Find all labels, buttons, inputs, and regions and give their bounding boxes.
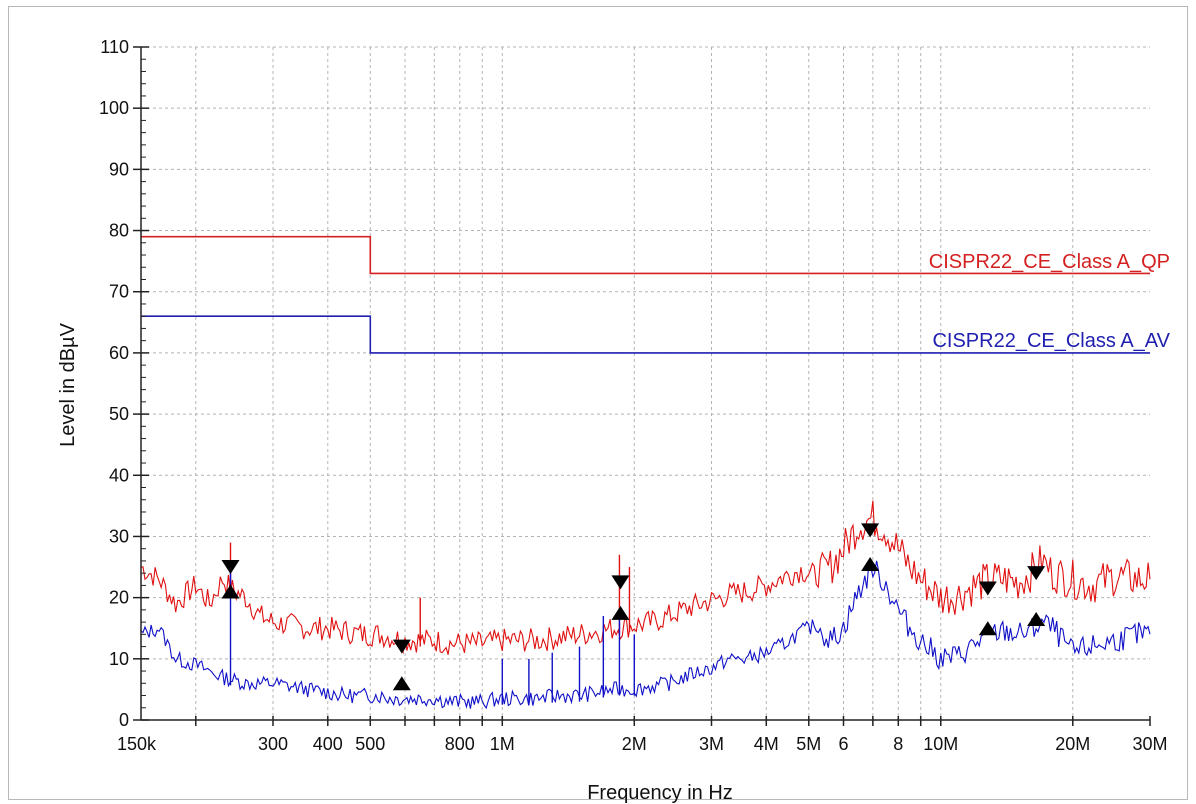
y-tick-label: 0 [119, 710, 129, 730]
x-tick-label: 8 [893, 734, 903, 754]
limit-line-av [141, 315, 1150, 354]
marker-down-triangle [392, 639, 411, 654]
marker-up-triangle [978, 621, 997, 636]
marker-up-triangle [1027, 612, 1046, 627]
x-tick-label: 800 [445, 734, 475, 754]
x-tick-label: 300 [258, 734, 288, 754]
x-tick-label: 4M [754, 734, 779, 754]
axes: 0 10 20 30 40 50 60 70 80 90 100 110 150k 300 400 500 80… [99, 37, 1168, 754]
x-tick-label: 1M [490, 734, 515, 754]
x-tick-label: 2M [622, 734, 647, 754]
x-tick-label: 150k [117, 734, 157, 754]
y-tick-label: 50 [109, 404, 129, 424]
x-tick-label: 30M [1132, 734, 1167, 754]
marker-down-triangle [611, 575, 630, 590]
x-axis-label: Frequency in Hz [587, 782, 733, 804]
marker-up-triangle [611, 605, 630, 620]
limit-line-qp [141, 235, 1150, 275]
series-line-peak [140, 500, 1151, 655]
series-line-average [140, 560, 1151, 710]
limit-label-qp: CISPR22_CE_Class A_QP [929, 251, 1170, 273]
limit-lines [141, 235, 1150, 354]
x-tick-label: 5M [796, 734, 821, 754]
marker-down-triangle [221, 560, 240, 575]
x-tick-label: 6 [838, 734, 848, 754]
marker-down-triangle [978, 581, 997, 596]
y-tick-label: 40 [109, 465, 129, 485]
y-axis-label: Level in dBµV [57, 322, 79, 446]
y-tick-label: 60 [109, 343, 129, 363]
markers [221, 523, 1046, 691]
y-tick-label: 20 [109, 588, 129, 608]
y-tick-label: 10 [109, 649, 129, 669]
y-tick-label: 110 [100, 37, 129, 57]
chart-frame [8, 6, 1188, 800]
x-tick-label: 10M [923, 734, 958, 754]
x-tick-label: 400 [313, 734, 343, 754]
grid [141, 46, 1150, 720]
x-tick-label: 500 [355, 734, 385, 754]
marker-down-triangle [861, 523, 880, 538]
marker-up-triangle [221, 584, 240, 599]
y-tick-label: 70 [109, 282, 129, 302]
y-tick-label: 80 [109, 221, 129, 241]
y-tick-label: 30 [109, 526, 129, 546]
y-tick-label: 90 [109, 159, 129, 179]
marker-up-triangle [861, 556, 880, 571]
limit-label-av: CISPR22_CE_Class A_AV [932, 330, 1170, 352]
y-tick-label: 100 [99, 98, 129, 118]
measurement-series [140, 500, 1151, 710]
x-tick-label: 3M [699, 734, 724, 754]
marker-up-triangle [392, 676, 411, 691]
marker-down-triangle [1027, 566, 1046, 581]
x-tick-label: 20M [1055, 734, 1090, 754]
